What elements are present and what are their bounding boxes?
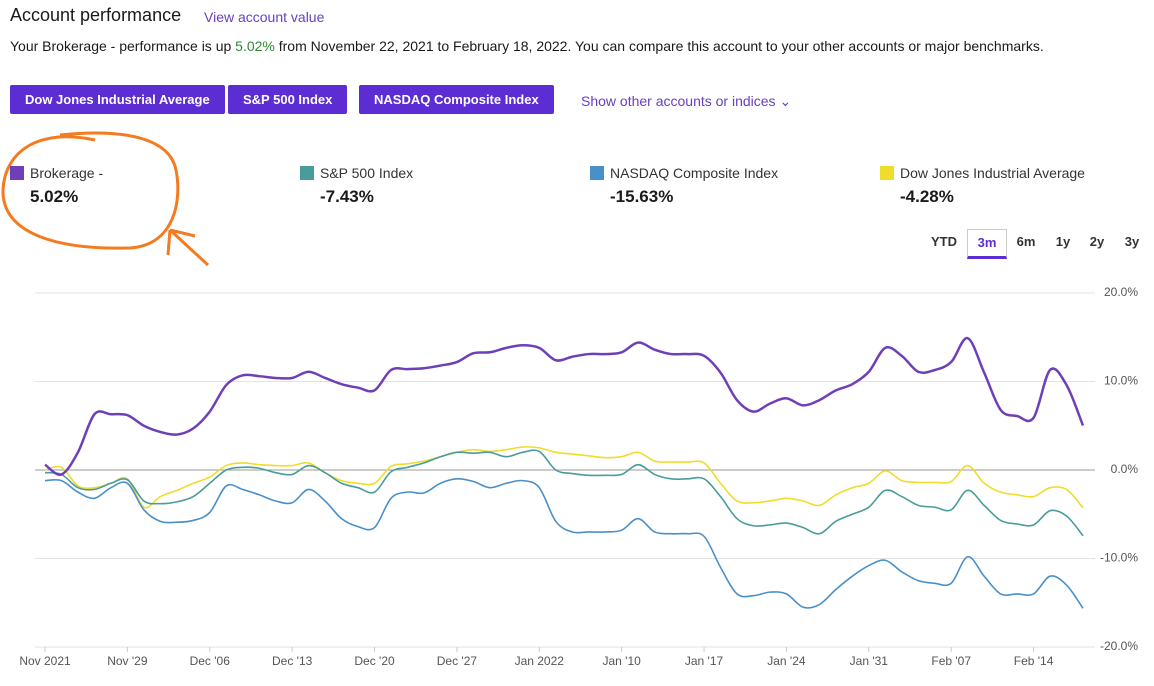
annotation-arrow <box>166 228 210 267</box>
summary-item: Dow Jones Industrial Average -4.28% <box>880 165 1085 207</box>
x-tick-label: Dec '27 <box>437 654 478 668</box>
title: Account performance <box>10 5 182 25</box>
x-tick-label: Jan '24 <box>767 654 806 668</box>
x-tick-label: Nov '29 <box>107 654 148 668</box>
more-text: Show other accounts or indices <box>581 93 776 109</box>
range-tab[interactable]: 3m <box>967 229 1007 259</box>
x-tick-label: Nov 2021 <box>19 654 71 668</box>
summary-value: -4.28% <box>900 187 954 206</box>
summary-name: NASDAQ Composite Index <box>590 165 778 181</box>
y-tick-label: -10.0% <box>1100 551 1138 565</box>
range-tab[interactable]: YTD <box>931 234 957 249</box>
benchmark-button[interactable]: NASDAQ Composite Index <box>359 85 554 114</box>
x-tick-label: Dec '20 <box>354 654 395 668</box>
x-tick-label: Jan 2022 <box>515 654 565 668</box>
sentence-part: Your Brokerage - performance is up <box>10 38 232 54</box>
summary-value: 5.02% <box>30 187 79 206</box>
x-tick-label: Dec '13 <box>272 654 313 668</box>
range-tab[interactable]: 3y <box>1124 234 1140 249</box>
legend-swatch <box>880 166 894 180</box>
benchmark-button[interactable]: Dow Jones Industrial Average <box>10 85 225 114</box>
legend-swatch <box>300 166 314 180</box>
x-tick-label: Jan '10 <box>603 654 642 668</box>
summary-value: -15.63% <box>610 187 674 206</box>
series-line <box>44 336 1085 476</box>
summary-item: NASDAQ Composite Index -15.63% <box>590 165 778 207</box>
gain: 5.02% <box>235 38 275 54</box>
view-link[interactable]: View account value <box>204 9 325 25</box>
summary-name: Dow Jones Industrial Average <box>880 165 1085 181</box>
legend-name: S&P 500 Index <box>320 165 414 181</box>
summary-sentence: Your Brokerage - performance is up 5.02%… <box>10 38 1044 54</box>
annotation-circle <box>1 131 180 250</box>
x-tick-label: Feb '07 <box>931 654 971 668</box>
y-tick-label: 10.0% <box>1104 374 1138 388</box>
x-tick-label: Feb '14 <box>1014 654 1054 668</box>
legend-swatch <box>590 166 604 180</box>
summary-name: S&P 500 Index <box>300 165 413 181</box>
sentence-part: from November 22, 2021 to February 18, 2… <box>278 38 1044 54</box>
series-line <box>44 446 1084 509</box>
y-tick-label: 20.0% <box>1104 285 1138 299</box>
series-line <box>44 449 1084 537</box>
summary-item: Brokerage - 5.02% <box>10 165 103 207</box>
x-tick-label: Jan '31 <box>850 654 889 668</box>
summary-item: S&P 500 Index -7.43% <box>300 165 413 207</box>
x-tick-label: Jan '17 <box>685 654 724 668</box>
range-tab[interactable]: 2y <box>1089 234 1105 249</box>
legend-name: NASDAQ Composite Index <box>610 165 779 181</box>
summary-value: -7.43% <box>320 187 374 206</box>
range-tab[interactable]: 6m <box>1016 234 1036 249</box>
series-line <box>44 478 1084 609</box>
benchmark-button[interactable]: S&P 500 Index <box>228 85 348 114</box>
y-tick-label: -20.0% <box>1100 639 1138 653</box>
range-tab[interactable]: 1y <box>1055 234 1071 249</box>
legend-name: Brokerage - <box>30 165 104 181</box>
y-tick-label: 0.0% <box>1111 462 1139 476</box>
more-link[interactable]: Show other accounts or indices ⌄ <box>581 93 792 109</box>
x-tick-label: Dec '06 <box>190 654 231 668</box>
summary-name: Brokerage - <box>10 165 103 181</box>
legend-name: Dow Jones Industrial Average <box>900 165 1085 181</box>
legend-swatch <box>10 166 24 180</box>
